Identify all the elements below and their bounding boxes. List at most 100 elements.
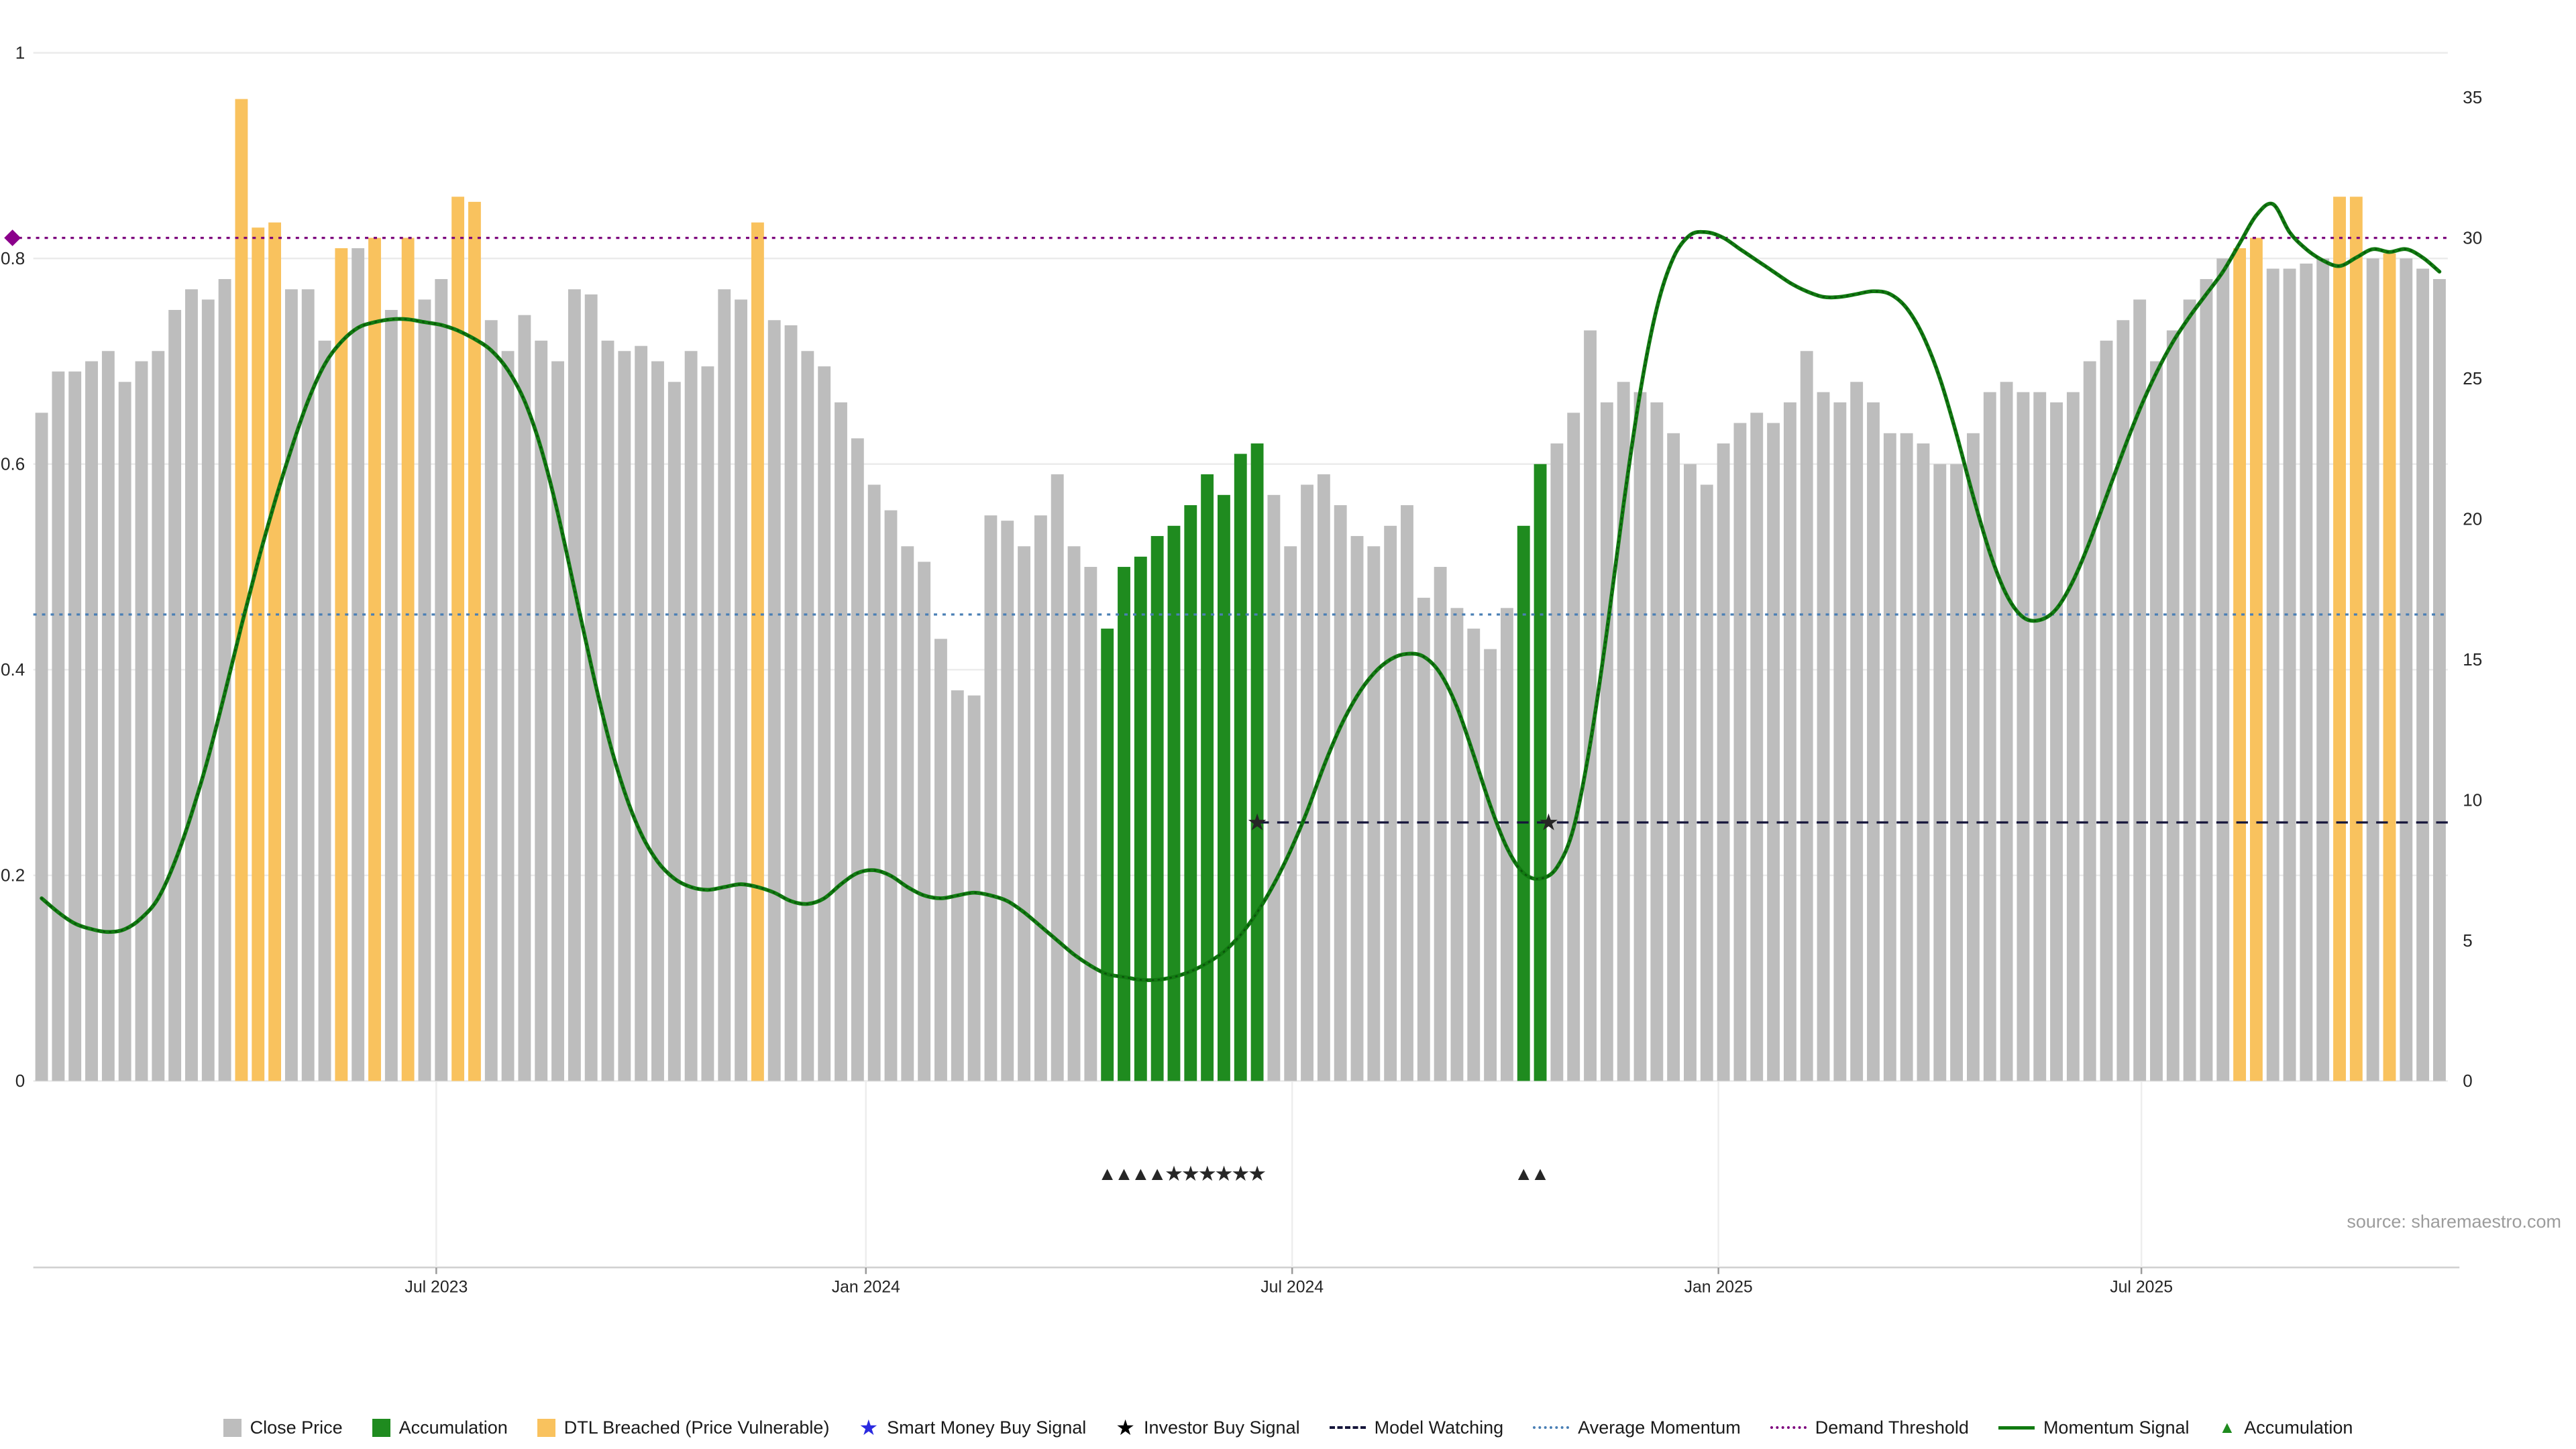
legend-item-demand-threshold: Demand Threshold (1770, 1417, 1969, 1438)
close-price-bar (1584, 330, 1597, 1081)
close-price-bar (1767, 423, 1780, 1081)
legend-label: Average Momentum (1578, 1417, 1741, 1438)
close-price-bar (767, 320, 781, 1081)
y-right-tick-label: 30 (2463, 229, 2482, 248)
close-price-bar (2283, 268, 2296, 1081)
close-price-bar (535, 340, 548, 1081)
close-price-bar (701, 366, 714, 1081)
close-price-bar (168, 310, 182, 1081)
legend-item-model-watching: Model Watching (1329, 1417, 1504, 1438)
legend-item-investor-buy-signal: ★ Investor Buy Signal (1116, 1417, 1299, 1438)
investor-buy-star: ★ (1231, 1162, 1250, 1185)
y-left-tick-label: 0.8 (1, 250, 25, 268)
close-price-bar (1833, 402, 1847, 1081)
close-price-bar (1467, 629, 1481, 1081)
close-price-bar (135, 361, 148, 1081)
close-price-bar (934, 639, 947, 1081)
y-left-tick-label: 1 (15, 44, 25, 63)
close-price-bar (218, 279, 231, 1081)
legend-item-smart-money-buy-signal: ★ Smart Money Buy Signal (859, 1417, 1086, 1438)
close-price-bar (1484, 649, 1497, 1081)
close-price-bar (68, 371, 82, 1081)
legend-item-dtl-breached-price-vulnerable: DTL Breached (Price Vulnerable) (537, 1417, 829, 1438)
close-price-bar (2083, 361, 2096, 1081)
y-right-tick-label: 10 (2463, 791, 2482, 810)
dtl-breached-bar (2233, 248, 2247, 1081)
close-price-bar (2216, 258, 2230, 1081)
legend-item-momentum-signal: Momentum Signal (1998, 1417, 2190, 1438)
accumulation-bar (1167, 525, 1181, 1081)
legend-label: Accumulation (398, 1417, 508, 1438)
close-price-bar (684, 351, 698, 1081)
close-price-bar (1434, 567, 1447, 1081)
close-price-bar (1867, 402, 1880, 1081)
accumulation-bar (1101, 629, 1114, 1081)
close-price-bar (1334, 505, 1347, 1081)
x-tick-label: Jul 2024 (1260, 1278, 1324, 1296)
close-price-bar (1001, 521, 1014, 1081)
accumulation-bar (1201, 474, 1214, 1081)
close-price-bar (35, 413, 48, 1081)
legend-line-swatch (1533, 1426, 1570, 1429)
accumulation-triangle: ▲ (1131, 1163, 1150, 1185)
close-price-bar (1018, 546, 1030, 1081)
dtl-breached-bar (368, 237, 381, 1081)
close-price-bar (1367, 546, 1381, 1081)
close-price-bar (101, 351, 115, 1081)
dtl-breached-bar (2383, 253, 2396, 1081)
close-price-bar (1667, 433, 1680, 1081)
accumulation-triangle: ▲ (1098, 1163, 1117, 1185)
close-price-bar (1633, 392, 1647, 1081)
close-price-bar (1550, 443, 1564, 1081)
legend-label: Demand Threshold (1815, 1417, 1969, 1438)
close-price-bar (901, 546, 914, 1081)
close-price-bar (201, 299, 215, 1081)
dtl-breached-bar (2333, 197, 2346, 1081)
y-right-tick-label: 0 (2463, 1072, 2473, 1091)
y-left-tick-label: 0.6 (1, 455, 25, 474)
close-price-bar (85, 361, 98, 1081)
close-price-bar (1267, 494, 1281, 1081)
close-price-bar (301, 289, 315, 1081)
accumulation-bar (1118, 567, 1130, 1081)
close-price-bar (518, 315, 531, 1081)
investor-buy-star: ★ (1198, 1162, 1217, 1185)
close-price-bar (584, 294, 598, 1081)
accumulation-triangle: ▲ (1148, 1163, 1167, 1185)
close-price-bar (2066, 392, 2080, 1081)
investor-buy-star: ★ (1248, 1162, 1267, 1185)
close-price-bar (667, 382, 681, 1081)
accumulation-triangle: ▲ (1531, 1163, 1550, 1185)
y-right-tick-label: 20 (2463, 510, 2482, 529)
x-tick-label: Jul 2025 (2110, 1278, 2173, 1296)
close-price-bar (1900, 433, 1913, 1081)
close-price-bar (951, 690, 964, 1081)
legend-label: Close Price (250, 1417, 343, 1438)
close-price-bar (1067, 546, 1081, 1081)
dtl-breached-bar (2349, 197, 2363, 1081)
close-price-bar (1967, 433, 1980, 1081)
close-price-bar (1617, 382, 1630, 1081)
dtl-breached-bar (751, 222, 764, 1081)
close-price-bar (818, 366, 831, 1081)
accumulation-bar (1534, 464, 1547, 1081)
close-price-bar (618, 351, 631, 1081)
dtl-breached-bar (401, 237, 415, 1081)
star-icon: ★ (859, 1415, 879, 1440)
close-price-bar (2116, 320, 2130, 1081)
accumulation-bar (1134, 556, 1147, 1081)
legend-line-swatch (1329, 1426, 1366, 1429)
close-price-bar (984, 515, 998, 1081)
x-tick-label: Jul 2023 (405, 1278, 468, 1296)
close-price-bar (484, 320, 498, 1081)
y-left-tick-label: 0.4 (1, 661, 25, 680)
close-price-bar (1317, 474, 1330, 1081)
smart-money-buy-star: ★ (1538, 810, 1559, 835)
legend-label: Accumulation (2244, 1417, 2353, 1438)
dtl-breached-bar (335, 248, 348, 1081)
close-price-bar (601, 340, 614, 1081)
close-price-bar (784, 325, 798, 1081)
legend-label: Model Watching (1374, 1417, 1504, 1438)
close-price-bar (1284, 546, 1297, 1081)
